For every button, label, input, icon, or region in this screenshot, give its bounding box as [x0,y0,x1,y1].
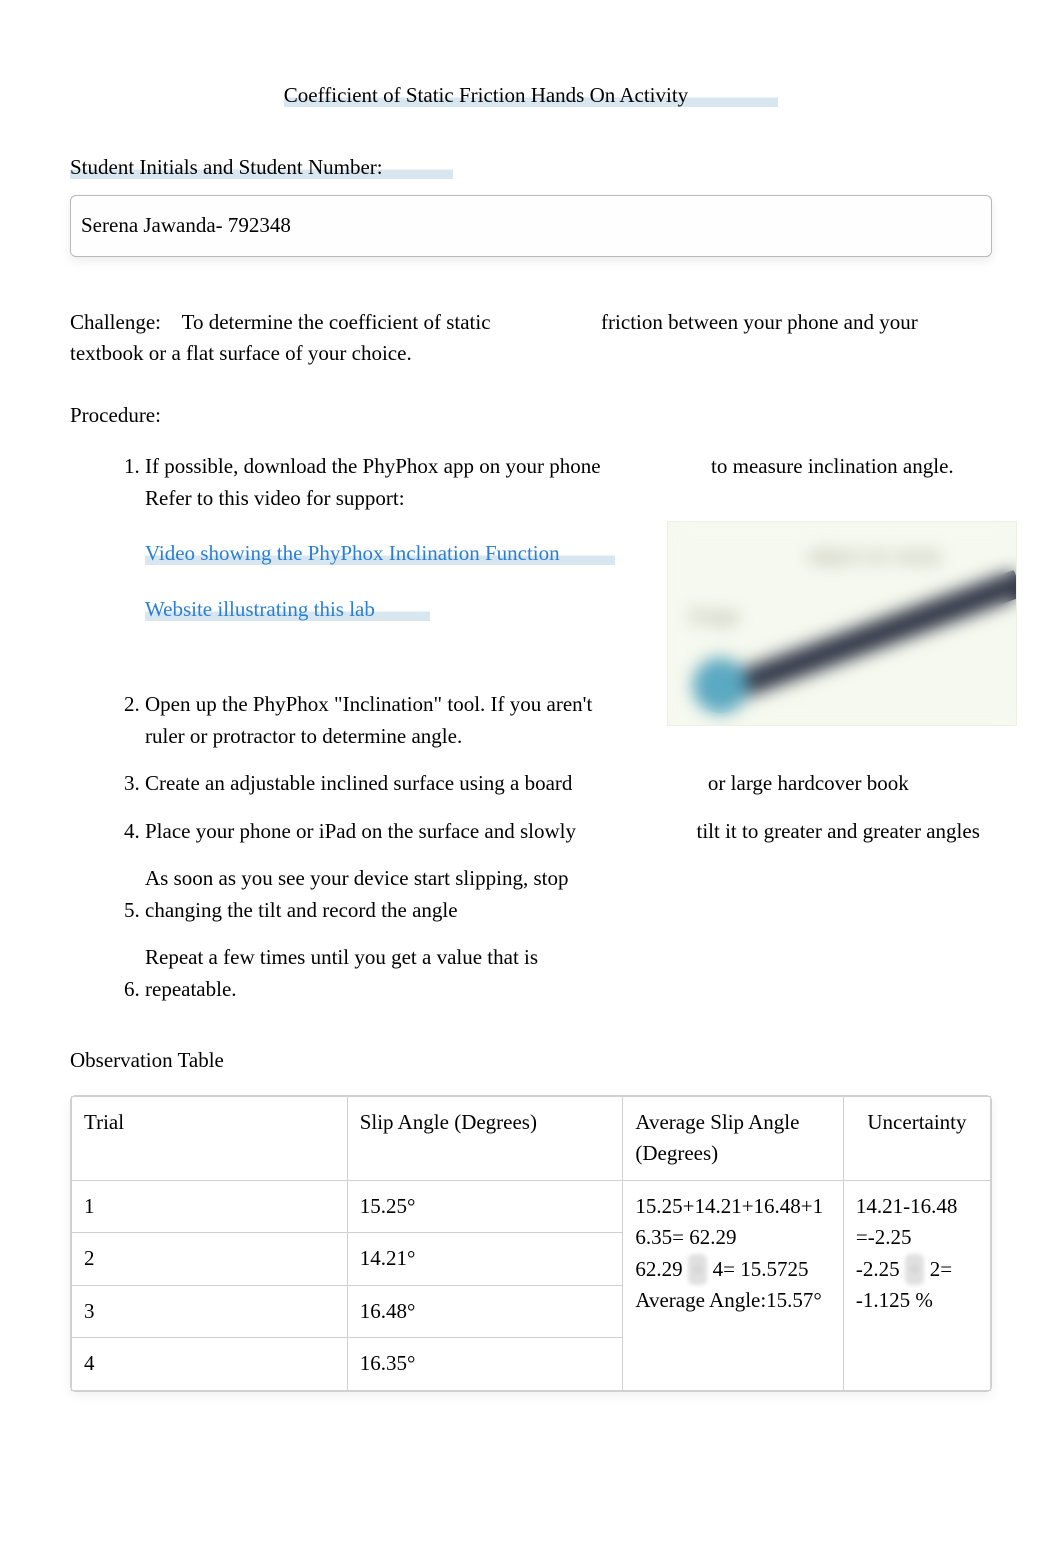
link-phyphox-video[interactable]: Video showing the PhyPhox Inclination Fu… [145,538,615,570]
th-unc: Uncertainty [843,1096,990,1180]
link-lab-website[interactable]: Website illustrating this lab [145,594,430,626]
th-avg: Average Slip Angle (Degrees) [623,1096,844,1180]
table-header-row: Trial Slip Angle (Degrees) Average Slip … [72,1096,991,1180]
cell-slip: 15.25° [347,1180,623,1233]
cell-avg: 15.25+14.21+16.48+1 6.35= 62.29 62.29 ÷ … [623,1180,844,1390]
cell-slip: 16.48° [347,1285,623,1338]
cell-unc: 14.21-16.48 =-2.25 -2.25 ÷ 2= -1.125 % [843,1180,990,1390]
student-input-box: Serena Jawanda- 792348 [70,195,992,257]
steps-wrap: If possible, download the PhyPhox app on… [70,451,992,1005]
challenge-row: Challenge: To determine the coefficient … [70,307,992,370]
page-title: Coefficient of Static Friction Hands On … [70,80,992,112]
student-value: Serena Jawanda- 792348 [81,213,291,237]
student-label-row: Student Initials and Student Number: [70,152,992,184]
table-row: 1 15.25° 15.25+14.21+16.48+1 6.35= 62.29… [72,1180,991,1233]
student-label: Student Initials and Student Number: [70,155,453,179]
cell-trial: 4 [72,1338,348,1391]
cell-trial: 1 [72,1180,348,1233]
step-5: As soon as you see your device start sli… [145,863,992,926]
blur-icon: ÷ [688,1254,708,1286]
observation-label: Observation Table [70,1045,992,1077]
cell-slip: 14.21° [347,1233,623,1286]
cell-trial: 2 [72,1233,348,1286]
cell-slip: 16.35° [347,1338,623,1391]
challenge-text-a: To determine the coefficient of static [182,310,491,334]
th-trial: Trial [72,1096,348,1180]
th-slip: Slip Angle (Degrees) [347,1096,623,1180]
blur-icon: ÷ [905,1254,925,1286]
incline-diagram: object on ramp hinge [667,521,1017,726]
challenge-label: Challenge: [70,310,161,334]
cell-trial: 3 [72,1285,348,1338]
procedure-label: Procedure: [70,400,992,432]
step-4: Place your phone or iPad on the surface … [145,816,992,848]
step-3: Create an adjustable inclined surface us… [145,768,992,800]
observation-table: Trial Slip Angle (Degrees) Average Slip … [70,1095,992,1392]
title-text: Coefficient of Static Friction Hands On … [284,83,778,107]
step-6: Repeat a few times until you get a value… [145,942,992,1005]
